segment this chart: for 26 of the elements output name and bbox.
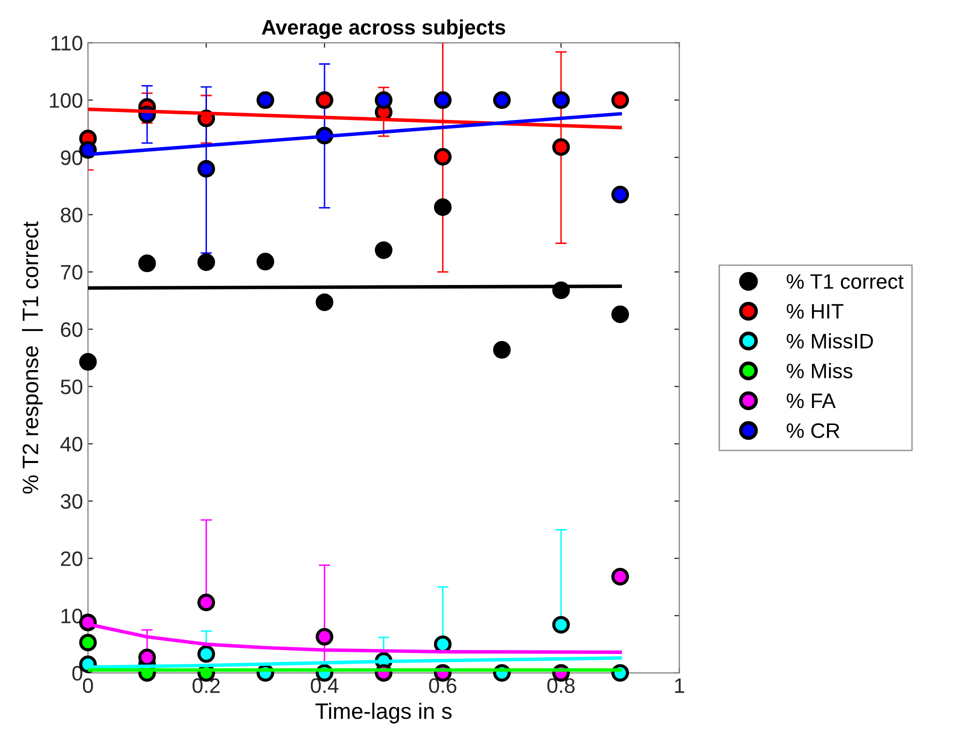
y-tick-label: 0 [72,666,82,681]
y-axis-title: % T2 response | T1 correct [22,222,43,494]
y-tick-label: 110 [51,36,82,51]
y-tick-label: 50 [60,379,82,394]
y-tick-label: 100 [50,93,82,108]
legend-label: % CR [786,423,840,438]
legend-label: % T1 correct [786,274,904,289]
legend-label: % FA [786,394,836,408]
y-tick-label: 40 [60,436,82,452]
x-tick-label: 1 [675,678,684,693]
legend-label: % MissID [786,333,873,349]
y-tick-label: 80 [60,208,82,222]
x-tick-label: 0.8 [547,678,575,694]
chart-title: Average across subjects [262,19,506,39]
y-tick-label: 90 [60,150,82,166]
y-tick-label: 70 [61,264,82,280]
x-tick-label: 0 [82,678,93,694]
legend-label: % Miss [786,363,852,378]
y-tick-label: 30 [60,494,82,509]
x-tick-label: 0.2 [192,678,220,694]
x-tick-label: 0.6 [429,678,456,694]
y-tick-label: 20 [60,551,82,566]
legend-label: % HIT [786,304,844,319]
x-tick-label: 0.4 [310,678,338,694]
y-tick-label: 60 [61,322,82,337]
x-axis-title: Time-lags in s [315,702,452,724]
